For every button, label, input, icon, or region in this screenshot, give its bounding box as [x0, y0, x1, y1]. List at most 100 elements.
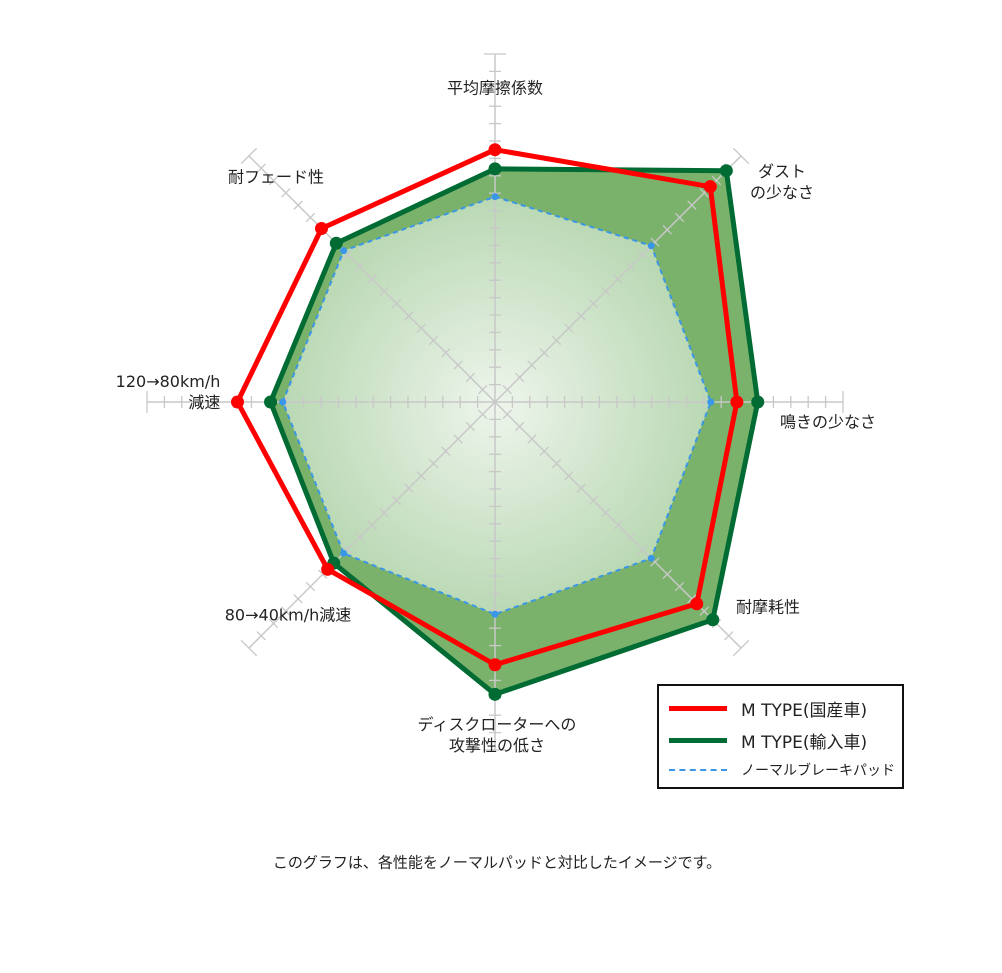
axis-label-wear: 耐摩耗性	[735, 597, 801, 617]
axis-tick	[699, 188, 709, 198]
normal-area	[282, 196, 711, 615]
axis-tick	[625, 532, 636, 543]
axis-label-decel-120-80: 120→80km/h 減速	[115, 372, 221, 412]
legend-label: ノーマルブレーキパッド	[741, 763, 895, 779]
axis-tick	[576, 311, 586, 321]
axis-tick	[281, 188, 291, 198]
axis-tick	[637, 544, 648, 555]
axis-tick	[268, 175, 279, 186]
axis-tick	[268, 618, 279, 629]
axis-tick	[416, 471, 426, 481]
axis-tick	[687, 200, 697, 210]
axis-tick	[240, 639, 258, 657]
axis-tick	[674, 581, 685, 592]
axis-tick	[428, 458, 439, 469]
axis-tick	[256, 163, 266, 173]
legend-swatch	[669, 769, 727, 771]
data-point	[703, 180, 717, 194]
axis-tick	[367, 274, 377, 284]
axis-label-decel-80-40: 80→40km/h減速	[224, 605, 352, 625]
legend-swatch	[669, 738, 727, 743]
axis-tick	[625, 261, 636, 272]
axis-tick	[342, 544, 353, 555]
data-point	[315, 222, 329, 236]
data-point	[488, 162, 502, 176]
axis-tick	[613, 274, 623, 284]
series-lines	[230, 143, 765, 701]
axis-tick	[674, 212, 685, 223]
data-point	[321, 562, 335, 576]
axis-tick	[711, 175, 722, 186]
axis-tick	[354, 261, 365, 272]
data-point	[751, 395, 765, 409]
data-point	[340, 549, 348, 557]
axis-tick	[613, 520, 623, 530]
axis-tick	[305, 212, 316, 223]
axis-tick	[601, 508, 611, 518]
axis-tick	[539, 348, 549, 358]
axis-tick	[293, 594, 303, 604]
axis-tick	[465, 421, 476, 432]
axis-tick	[588, 495, 599, 506]
axis-tick	[514, 421, 525, 432]
axis-tick	[588, 298, 599, 309]
axis-tick	[650, 557, 660, 567]
axis-tick	[724, 631, 734, 641]
axis-label-noise: 鳴きの少なさ	[779, 412, 877, 432]
data-point	[491, 610, 499, 618]
data-point	[690, 597, 704, 611]
data-point	[491, 193, 499, 201]
axis-tick	[601, 286, 611, 296]
data-point	[730, 395, 744, 409]
axis-tick	[305, 581, 316, 592]
data-point	[230, 395, 244, 409]
axis-tick	[662, 225, 672, 235]
data-point	[647, 242, 655, 250]
axis-tick	[428, 335, 439, 346]
data-point	[647, 554, 655, 562]
data-point	[264, 395, 278, 409]
legend-item-import: M TYPE(輸入車)	[669, 728, 867, 753]
data-point	[488, 143, 502, 157]
axis-tick	[453, 360, 463, 370]
axis-tick	[404, 483, 414, 493]
axis-label-fade: 耐フェード性	[227, 167, 325, 187]
axis-tick	[391, 495, 402, 506]
axis-tick	[551, 335, 562, 346]
axis-tick	[637, 249, 648, 260]
data-point	[488, 658, 502, 672]
axis-tick	[502, 409, 513, 420]
axis-tick	[354, 532, 365, 543]
axis-tick	[662, 569, 672, 579]
axis-tick	[514, 372, 525, 383]
axis-tick	[404, 311, 414, 321]
data-point	[719, 164, 733, 178]
axis-tick	[576, 483, 586, 493]
axis-tick	[342, 249, 353, 260]
axis-tick	[453, 434, 463, 444]
axis-tick	[527, 434, 537, 444]
legend-label: M TYPE(国産車)	[741, 701, 868, 721]
series-line-2	[281, 195, 712, 616]
data-point	[706, 613, 720, 627]
axis-tick	[477, 409, 488, 420]
legend-swatch	[669, 706, 727, 711]
axis-tick	[502, 384, 513, 395]
axis-tick	[551, 458, 562, 469]
axis-tick	[240, 147, 258, 165]
axis-tick	[527, 360, 537, 370]
data-point	[488, 687, 502, 701]
axis-label-friction: 平均摩擦係数	[446, 78, 544, 98]
axis-tick	[699, 606, 709, 616]
axis-tick	[650, 237, 660, 247]
data-point	[340, 247, 348, 255]
axis-tick	[465, 372, 476, 383]
axis-label-rotor: ディスクローターへの 攻撃性の低さ	[417, 715, 577, 755]
legend-item-normal: ノーマルブレーキパッド	[669, 760, 895, 780]
axis-tick	[687, 594, 697, 604]
axis-label-dust: ダスト の少なさ	[749, 162, 815, 202]
axis-tick	[539, 446, 549, 456]
data-point	[329, 236, 343, 250]
axis-tick	[379, 286, 389, 296]
